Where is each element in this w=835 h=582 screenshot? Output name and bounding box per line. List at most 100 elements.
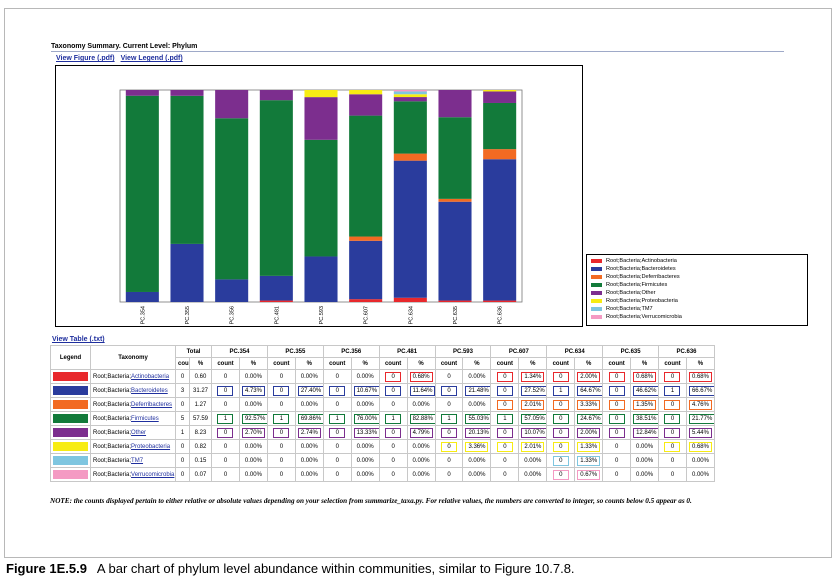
taxonomy-prefix: Root;Bacteria; — [93, 387, 132, 394]
taxon-link[interactable]: TM7 — [131, 457, 144, 464]
subheader-pct: % — [188, 357, 213, 370]
count-value: 0 — [223, 443, 228, 450]
count-value: 0 — [223, 373, 228, 380]
sample-count: 0 — [658, 369, 687, 384]
count-value: 0 — [385, 427, 402, 438]
subheader-count: count — [490, 357, 520, 370]
color-swatch — [53, 372, 88, 381]
sample-pct: 1.33% — [574, 453, 604, 468]
taxonomy-cell: Root;Bacteria;Actinobacteria — [90, 369, 176, 384]
pct-value: 0.00% — [244, 471, 262, 478]
sample-pct: 2.00% — [574, 425, 604, 440]
count-value: 0 — [223, 401, 228, 408]
col-header-sample: PC.593 — [434, 345, 492, 358]
sample-count: 0 — [322, 425, 352, 440]
total-count: 0 — [175, 397, 190, 412]
sample-count: 0 — [546, 397, 576, 412]
total-pct: 0.07 — [188, 467, 213, 482]
view-legend-link[interactable]: View Legend (.pdf) — [120, 55, 183, 62]
pct-value: 0.00% — [300, 471, 318, 478]
subheader-pct: % — [518, 357, 548, 370]
sample-pct: 0.00% — [462, 397, 492, 412]
pct-value: 2.00% — [577, 371, 601, 382]
sample-count: 0 — [434, 425, 464, 440]
sample-pct: 0.00% — [462, 467, 492, 482]
view-figure-link[interactable]: View Figure (.pdf) — [56, 55, 115, 62]
page-title: Taxonomy Summary. Current Level: Phylum — [51, 42, 784, 52]
legend-label: Root;Bacteria;TM7 — [606, 306, 653, 312]
count-value: 1 — [496, 413, 513, 424]
taxon-link[interactable]: Bacteroidetes — [131, 387, 168, 394]
download-links: View Figure (.pdf) View Legend (.pdf) — [56, 54, 187, 63]
count-value: 0 — [447, 401, 451, 408]
bar-segment-bacteroidetes-pc481 — [259, 275, 293, 301]
sample-pct: 0.00% — [462, 369, 492, 384]
taxon-link[interactable]: Verrucomicrobia — [131, 471, 175, 478]
taxon-link[interactable]: Firmicutes — [131, 415, 159, 422]
taxon-link[interactable]: Actinobacteria — [131, 373, 170, 380]
taxonomy-cell: Root;Bacteria;Bacteroidetes — [90, 383, 176, 398]
pct-value: 2.01% — [521, 441, 545, 452]
bar-segment-other-pc356 — [215, 90, 249, 119]
taxonomy-cell: Root;Bacteria;Proteobacteria — [90, 439, 176, 454]
count-value: 1 — [329, 413, 346, 424]
pct-value: 76.00% — [353, 413, 379, 424]
pct-value: 0.00% — [412, 401, 430, 408]
sample-pct: 0.00% — [350, 369, 380, 384]
col-header-sample: PC.607 — [490, 345, 548, 358]
pct-value: 82.88% — [409, 413, 435, 424]
taxon-link[interactable]: Deferribacteres — [131, 401, 173, 408]
pct-value: 4.73% — [241, 385, 265, 396]
taxonomy-prefix: Root;Bacteria; — [93, 415, 132, 422]
pct-value: 0.00% — [691, 457, 709, 464]
count-value: 0 — [608, 413, 625, 424]
count-value: 0 — [552, 399, 569, 410]
subheader-count: count — [211, 357, 240, 370]
sample-count: 0 — [322, 439, 352, 454]
count-value: 0 — [614, 471, 619, 478]
legend-item: Root;Bacteria;Other — [591, 289, 803, 297]
legend-swatch-cell — [50, 439, 91, 454]
count-value: 0 — [496, 371, 513, 382]
bar-segment-firmicutes-pc354 — [125, 95, 159, 292]
caption-text: A bar chart of phylum level abundance wi… — [96, 561, 575, 576]
sample-count: 0 — [434, 383, 464, 398]
pct-value: 0.00% — [356, 443, 374, 450]
view-table-link[interactable]: View Table (.txt) — [52, 336, 105, 343]
sample-count: 0 — [378, 467, 408, 482]
sample-pct: 0.00% — [406, 439, 436, 454]
pct-value: 0.00% — [300, 401, 318, 408]
pct-value: 0.00% — [691, 471, 709, 478]
col-header-legend: Legend — [50, 345, 91, 370]
sample-pct: 2.00% — [574, 369, 604, 384]
count-value: 0 — [664, 427, 681, 438]
sample-pct: 0.00% — [238, 439, 268, 454]
sample-count: 0 — [658, 467, 687, 482]
count-value: 0 — [496, 441, 513, 452]
sample-pct: 38.51% — [630, 411, 660, 426]
sample-pct: 1.35% — [630, 397, 660, 412]
bar-segment-bacteroidetes-pc634 — [393, 160, 427, 298]
sample-pct: 10.07% — [518, 425, 548, 440]
taxon-link[interactable]: Other — [131, 429, 147, 436]
count-value: 0 — [391, 443, 395, 450]
sample-pct: 0.00% — [685, 467, 716, 482]
count-value: 0 — [608, 399, 625, 410]
legend-swatch-cell — [50, 467, 91, 482]
taxonomy-cell: Root;Bacteria;Deferribacteres — [90, 397, 176, 412]
sample-pct: 0.68% — [685, 439, 716, 454]
bar-segment-proteobacteria-pc636 — [483, 90, 517, 92]
sample-pct: 0.00% — [238, 467, 268, 482]
total-pct: 57.59 — [188, 411, 213, 426]
sample-count: 1 — [490, 411, 520, 426]
legend-label: Root;Bacteria;Deferribacteres — [606, 274, 680, 280]
bar-segment-actinobacteria-pc636 — [483, 300, 517, 302]
pct-value: 21.77% — [688, 413, 714, 424]
x-tick-label: PC.481 — [274, 306, 280, 324]
pct-value: 0.00% — [300, 373, 318, 380]
sample-pct: 10.67% — [350, 383, 380, 398]
taxon-link[interactable]: Proteobacteria — [131, 443, 171, 450]
bar-segment-proteobacteria-pc634 — [393, 94, 427, 98]
sample-pct: 0.00% — [630, 467, 660, 482]
count-value: 0 — [664, 399, 681, 410]
